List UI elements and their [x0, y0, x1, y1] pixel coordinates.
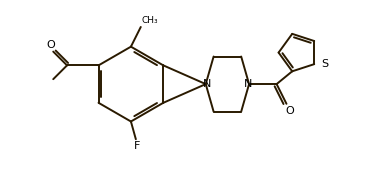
- Text: O: O: [285, 106, 294, 116]
- Text: O: O: [46, 40, 55, 50]
- Text: N: N: [202, 79, 211, 89]
- Text: CH₃: CH₃: [142, 16, 158, 25]
- Text: N: N: [244, 79, 252, 89]
- Text: S: S: [321, 59, 328, 69]
- Text: F: F: [134, 141, 140, 151]
